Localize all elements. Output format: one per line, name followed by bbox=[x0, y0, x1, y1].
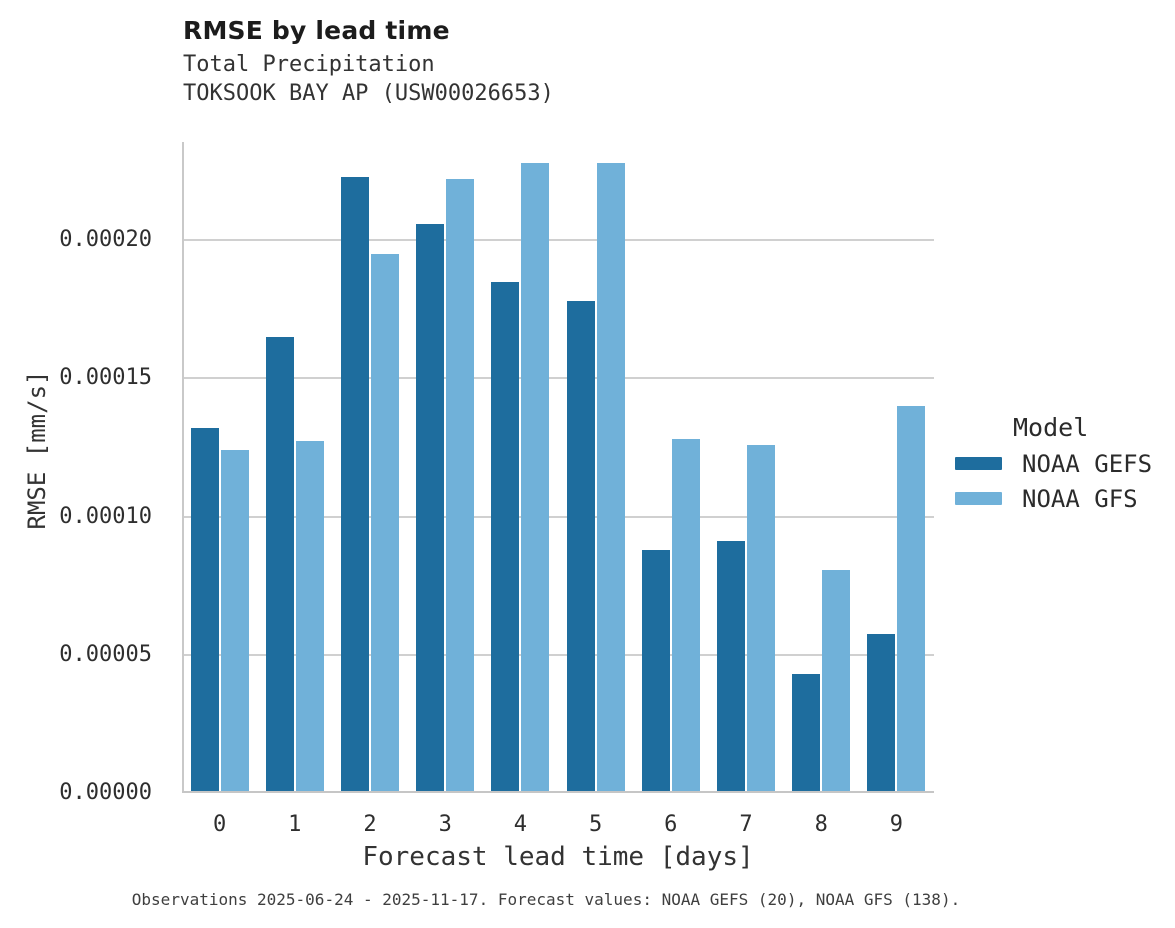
x-tick-label: 1 bbox=[288, 812, 302, 837]
x-tick-label: 4 bbox=[513, 812, 528, 837]
x-tick-label: 9 bbox=[889, 812, 904, 837]
gridline bbox=[182, 515, 934, 518]
legend: Model NOAA GEFS NOAA GFS bbox=[955, 410, 1152, 516]
y-axis-line bbox=[182, 142, 184, 793]
bar-noaa-gfs bbox=[295, 440, 324, 793]
legend-entry-label: NOAA GFS bbox=[1022, 484, 1138, 513]
bar-noaa-gefs bbox=[491, 281, 520, 793]
x-tick-label: 6 bbox=[664, 812, 678, 837]
gridline bbox=[182, 653, 934, 656]
gridline bbox=[182, 239, 934, 242]
legend-entries: NOAA GEFS NOAA GFS bbox=[955, 446, 1152, 516]
plot-area bbox=[182, 142, 934, 793]
bar-noaa-gefs bbox=[341, 176, 369, 793]
chart-subtitle: Total Precipitation bbox=[183, 52, 435, 77]
legend-entry: NOAA GEFS bbox=[955, 446, 1152, 481]
y-tick-label: 0.00015 bbox=[59, 365, 152, 391]
y-tick-label: 0.00010 bbox=[59, 503, 152, 529]
bar-noaa-gefs bbox=[717, 541, 745, 793]
legend-swatch bbox=[955, 492, 1002, 505]
y-tick-label: 0.00000 bbox=[59, 780, 152, 805]
bar-noaa-gfs bbox=[747, 444, 775, 793]
legend-entry-label: NOAA GEFS bbox=[1022, 449, 1153, 478]
bar-noaa-gefs bbox=[190, 428, 219, 793]
legend-entry: NOAA GFS bbox=[955, 481, 1152, 516]
legend-title: Model bbox=[1013, 413, 1089, 442]
chart-title: RMSE by lead time bbox=[183, 16, 450, 45]
x-tick-label: 7 bbox=[739, 812, 753, 837]
bar-noaa-gefs bbox=[641, 549, 670, 793]
x-tick-label: 2 bbox=[363, 812, 377, 837]
bar-noaa-gfs bbox=[822, 570, 851, 793]
legend-swatch bbox=[955, 457, 1002, 470]
x-tick-label: 8 bbox=[814, 812, 828, 837]
bar-noaa-gefs bbox=[867, 634, 896, 793]
bar-noaa-gfs bbox=[220, 450, 249, 793]
bar-noaa-gfs bbox=[596, 162, 625, 793]
y-tick-label: 0.00005 bbox=[59, 641, 152, 667]
bar-noaa-gefs bbox=[416, 223, 445, 793]
bar-noaa-gefs bbox=[566, 300, 595, 793]
x-axis-line bbox=[182, 791, 934, 793]
x-tick-label: 3 bbox=[438, 812, 452, 837]
x-tick-label: 5 bbox=[588, 812, 603, 837]
bar-noaa-gfs bbox=[446, 179, 475, 793]
y-tick-label: 0.00020 bbox=[59, 227, 152, 253]
bar-noaa-gefs bbox=[792, 674, 821, 793]
x-axis-label: Forecast lead time [days] bbox=[362, 842, 754, 872]
bar-noaa-gfs bbox=[521, 162, 550, 793]
bar-noaa-gfs bbox=[897, 405, 926, 793]
bar-noaa-gefs bbox=[265, 336, 294, 793]
bar-noaa-gfs bbox=[371, 253, 399, 793]
bar-noaa-gfs bbox=[671, 439, 700, 793]
x-tick-label: 0 bbox=[212, 812, 227, 837]
gridline bbox=[182, 377, 934, 380]
caption: Observations 2025-06-24 - 2025-11-17. Fo… bbox=[131, 890, 961, 909]
chart-station: TOKSOOK BAY AP (USW00026653) bbox=[183, 81, 554, 106]
